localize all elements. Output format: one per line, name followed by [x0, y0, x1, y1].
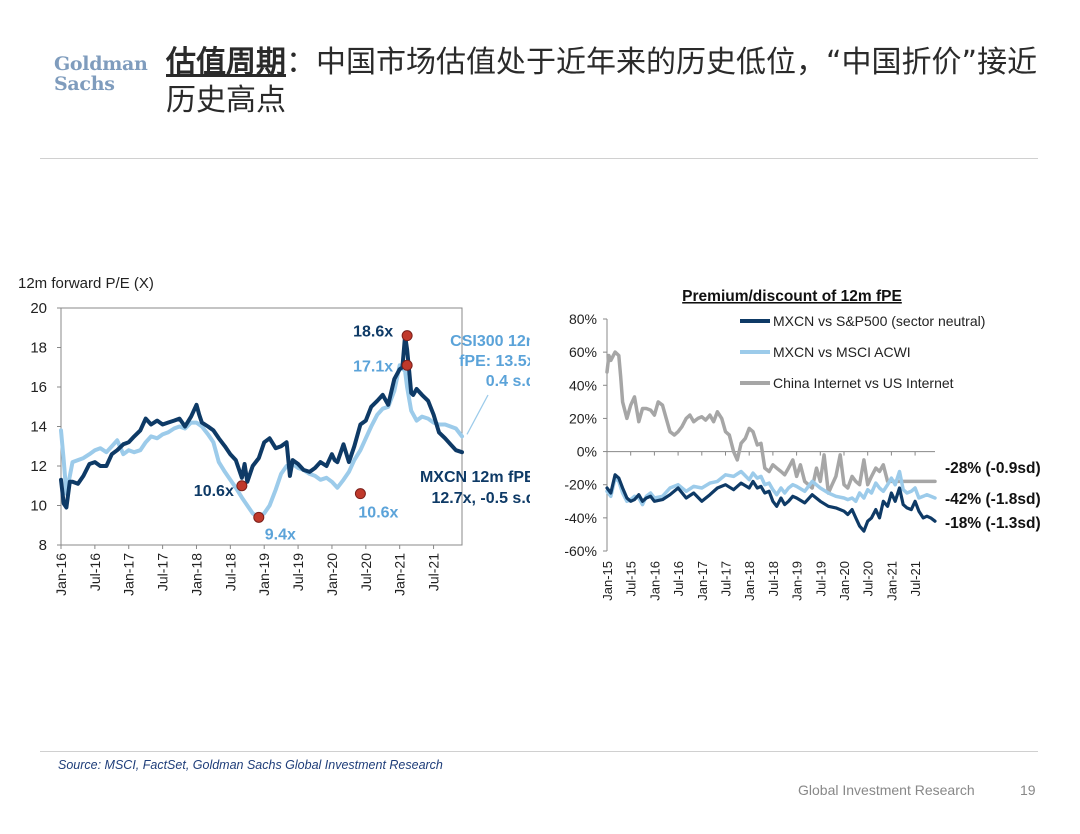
- page-number: 19: [1020, 782, 1036, 798]
- x-tick-label: Jul-16: [671, 561, 686, 596]
- y-tick-label: 80%: [569, 311, 597, 327]
- y-tick-label: 60%: [569, 344, 597, 360]
- x-tick-label: Jan-20: [324, 553, 340, 596]
- highlight-point: [236, 480, 248, 492]
- series-end-label: -28% (-0.9sd): [945, 460, 1041, 477]
- footer-brand: Global Investment Research: [798, 782, 975, 798]
- y-axis-label: 12m forward P/E (X): [18, 275, 154, 292]
- highlight-point: [401, 359, 413, 371]
- y-tick-label: 16: [30, 379, 47, 396]
- x-tick-label: Jan-19: [790, 561, 805, 601]
- x-tick-label: Jul-19: [290, 553, 306, 591]
- x-tick-label: Jul-15: [624, 561, 639, 596]
- highlight-point: [253, 511, 265, 523]
- x-tick-label: Jan-19: [256, 553, 272, 596]
- plot-frame: [60, 307, 463, 546]
- x-tick-label: Jul-21: [908, 561, 923, 596]
- y-tick-label: 8: [39, 537, 47, 554]
- x-tick-label: Jan-20: [837, 561, 852, 601]
- csi300-annotation-line3: 0.4 s.d.: [486, 373, 530, 390]
- x-tick-label: Jul-17: [155, 553, 171, 591]
- x-tick-label: Jul-18: [766, 561, 781, 596]
- series-line-mxcn-vs-sp500: [605, 473, 937, 533]
- x-tick-label: Jul-19: [813, 561, 828, 596]
- series-line-china-vs-us-internet: [605, 350, 937, 495]
- goldman-sachs-logo: Goldman Sachs: [54, 54, 148, 94]
- y-tick-label: 14: [30, 419, 47, 436]
- x-tick-label: Jan-16: [53, 553, 69, 596]
- x-tick-label: Jul-20: [861, 561, 876, 596]
- logo-line-2: Sachs: [54, 73, 115, 95]
- point-label: 17.1x: [353, 358, 393, 375]
- csi300-annotation-line1: CSI300 12m: [450, 333, 530, 350]
- series-end-label: -18% (-1.3sd): [945, 515, 1041, 532]
- header-divider: [40, 158, 1038, 159]
- title-rest: ：中国市场估值处于近年来的历史低位，“中国折价”接近历史高点: [166, 45, 1038, 118]
- legend-entry: China Internet vs US Internet: [773, 375, 954, 391]
- highlight-point: [354, 488, 366, 500]
- x-tick-label: Jul-21: [426, 553, 442, 591]
- premium-discount-chart: Premium/discount of 12m fPE -60% -40% -20% 0…: [564, 288, 1041, 601]
- pe-chart: 12m forward P/E (X) 8 10 12 14 16 18 20 Jan-16 J…: [18, 275, 530, 596]
- csi300-annotation-line2: fPE: 13.5x,: [459, 353, 530, 370]
- point-label: 18.6x: [353, 324, 393, 341]
- mxcn-annotation-line1: MXCN 12m fPE:: [420, 469, 530, 486]
- y-tick-label: 20%: [569, 410, 597, 426]
- y-tick-label: -60%: [564, 543, 597, 559]
- highlight-point: [401, 330, 413, 342]
- x-tick-label: Jan-21: [884, 561, 899, 601]
- y-tick-label: 10: [30, 498, 47, 515]
- x-tick-label: Jan-15: [600, 561, 615, 601]
- x-tick-label: Jul-17: [718, 561, 733, 596]
- y-tick-label: -40%: [564, 510, 597, 526]
- y-tick-label: 18: [30, 340, 47, 357]
- y-tick-label: 0%: [577, 444, 597, 460]
- point-label: 10.6x: [358, 505, 398, 522]
- y-tick-label: -20%: [564, 477, 597, 493]
- y-tick-label: 12: [30, 458, 47, 475]
- x-tick-label: Jan-17: [121, 553, 137, 596]
- chart-title: Premium/discount of 12m fPE: [682, 288, 902, 305]
- x-tick-label: Jul-18: [222, 553, 238, 591]
- legend-entry: MXCN vs MSCI ACWI: [773, 344, 911, 360]
- series-end-label: -42% (-1.8sd): [945, 491, 1041, 508]
- legend-entry: MXCN vs S&P500 (sector neutral): [773, 313, 985, 329]
- y-tick-label: 40%: [569, 377, 597, 393]
- x-tick-label: Jan-16: [647, 561, 662, 601]
- x-tick-label: Jul-16: [87, 553, 103, 591]
- x-tick-label: Jan-17: [695, 561, 710, 601]
- y-tick-label: 20: [30, 300, 47, 317]
- footer-divider: [40, 751, 1038, 752]
- series-line-mxcn-vs-acwi: [605, 469, 937, 507]
- point-label: 9.4x: [265, 526, 296, 543]
- x-tick-label: Jan-18: [188, 553, 204, 596]
- point-label: 10.6x: [194, 483, 234, 500]
- x-tick-label: Jan-18: [742, 561, 757, 601]
- series-line-mxcn: [59, 333, 464, 510]
- page-title: 估值周期：中国市场估值处于近年来的历史低位，“中国折价”接近历史高点: [166, 44, 1046, 120]
- series-line-csi300: [59, 363, 464, 520]
- csi300-leader-line: [466, 394, 489, 435]
- title-highlight: 估值周期: [166, 45, 286, 80]
- logo-line-1: Goldman: [54, 53, 148, 75]
- source-note: Source: MSCI, FactSet, Goldman Sachs Glo…: [58, 758, 443, 772]
- mxcn-annotation-line2: 12.7x, -0.5 s.d.: [431, 490, 530, 507]
- x-tick-label: Jan-21: [392, 553, 408, 596]
- x-tick-label: Jul-20: [358, 553, 374, 591]
